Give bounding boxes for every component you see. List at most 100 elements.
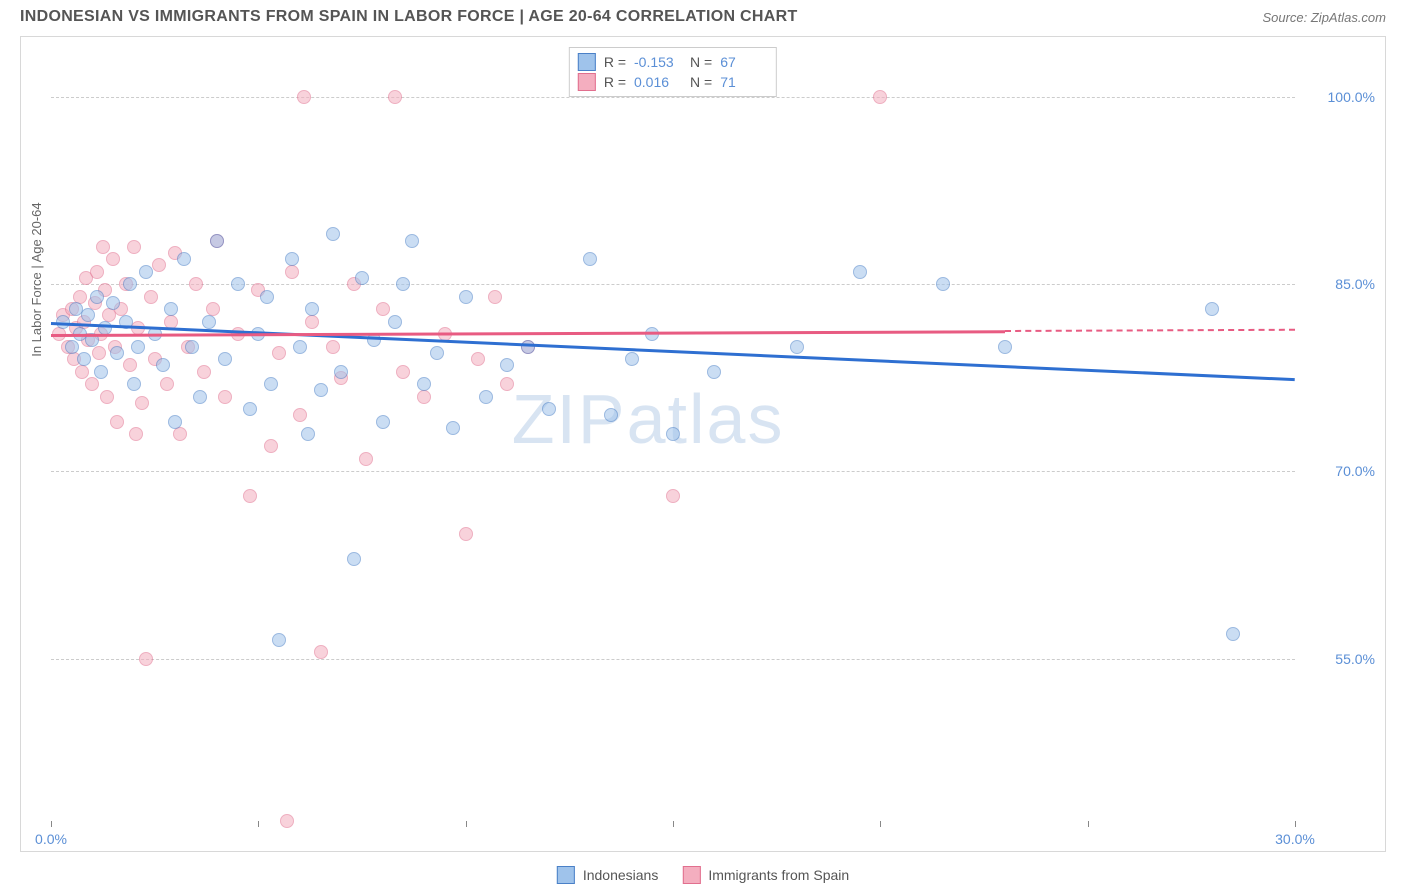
stats-legend: R =-0.153N =67R =0.016N =71 [569,47,777,97]
y-tick-label: 100.0% [1328,89,1375,105]
data-point-indonesians [376,415,390,429]
x-tick [880,821,881,827]
data-point-indonesians [521,340,535,354]
data-point-indonesians [936,277,950,291]
data-point-indonesians [293,340,307,354]
data-point-spain [106,252,120,266]
data-point-indonesians [110,346,124,360]
data-point-indonesians [90,290,104,304]
data-point-spain [459,527,473,541]
data-point-spain [305,315,319,329]
data-point-indonesians [193,390,207,404]
swatch-indonesians [557,866,575,884]
data-point-indonesians [202,315,216,329]
data-point-spain [110,415,124,429]
legend-item-spain: Immigrants from Spain [682,866,849,884]
data-point-indonesians [94,365,108,379]
x-tick [673,821,674,827]
data-point-indonesians [243,402,257,416]
data-point-indonesians [405,234,419,248]
swatch-indonesians [578,53,596,71]
data-point-indonesians [417,377,431,391]
data-point-indonesians [106,296,120,310]
data-point-indonesians [164,302,178,316]
data-point-spain [376,302,390,316]
data-point-indonesians [156,358,170,372]
data-point-indonesians [853,265,867,279]
data-point-spain [500,377,514,391]
data-point-indonesians [210,234,224,248]
y-tick-label: 85.0% [1335,276,1375,292]
data-point-spain [388,90,402,104]
data-point-spain [189,277,203,291]
data-point-indonesians [139,265,153,279]
data-point-spain [92,346,106,360]
x-tick-label: 30.0% [1275,831,1315,847]
data-point-indonesians [790,340,804,354]
data-point-spain [96,240,110,254]
data-point-indonesians [542,402,556,416]
y-tick-label: 55.0% [1335,651,1375,667]
data-point-spain [243,489,257,503]
data-point-spain [264,439,278,453]
trend-line [51,330,1005,336]
chart-title: INDONESIAN VS IMMIGRANTS FROM SPAIN IN L… [20,8,798,26]
data-point-indonesians [347,552,361,566]
data-point-spain [173,427,187,441]
stat-n-value: 67 [720,54,768,70]
x-tick [258,821,259,827]
data-point-spain [197,365,211,379]
source-attribution: Source: ZipAtlas.com [1262,10,1386,25]
data-point-indonesians [285,252,299,266]
data-point-indonesians [218,352,232,366]
legend-label: Immigrants from Spain [708,867,849,883]
data-point-indonesians [998,340,1012,354]
data-point-indonesians [625,352,639,366]
stat-n-label: N = [690,54,712,70]
data-point-indonesians [127,377,141,391]
stats-row-indonesians: R =-0.153N =67 [578,52,768,72]
data-point-indonesians [446,421,460,435]
data-point-indonesians [388,315,402,329]
data-point-indonesians [500,358,514,372]
data-point-spain [129,427,143,441]
plot-area: In Labor Force | Age 20-64 ZIPatlas R =-… [51,47,1295,821]
data-point-spain [326,340,340,354]
data-point-indonesians [355,271,369,285]
trend-line-extrapolated [1005,329,1295,332]
data-point-spain [488,290,502,304]
data-point-indonesians [301,427,315,441]
data-point-indonesians [666,427,680,441]
data-point-indonesians [459,290,473,304]
x-tick [1295,821,1296,827]
y-tick-label: 70.0% [1335,463,1375,479]
data-point-indonesians [185,340,199,354]
data-point-indonesians [314,383,328,397]
data-point-indonesians [1205,302,1219,316]
x-tick [466,821,467,827]
gridline [51,659,1295,660]
data-point-spain [139,652,153,666]
stat-r-value: 0.016 [634,74,682,90]
data-point-spain [90,265,104,279]
stat-n-value: 71 [720,74,768,90]
data-point-spain [471,352,485,366]
data-point-indonesians [264,377,278,391]
data-point-indonesians [77,352,91,366]
x-tick-label: 0.0% [35,831,67,847]
stat-r-value: -0.153 [634,54,682,70]
data-point-spain [144,290,158,304]
legend-label: Indonesians [583,867,659,883]
data-point-spain [280,814,294,828]
data-point-indonesians [396,277,410,291]
stat-n-label: N = [690,74,712,90]
data-point-indonesians [604,408,618,422]
data-point-indonesians [583,252,597,266]
watermark: ZIPatlas [512,379,785,459]
data-point-spain [100,390,114,404]
data-point-spain [293,408,307,422]
data-point-spain [314,645,328,659]
series-legend: Indonesians Immigrants from Spain [557,866,849,884]
data-point-spain [417,390,431,404]
stat-r-label: R = [604,74,626,90]
